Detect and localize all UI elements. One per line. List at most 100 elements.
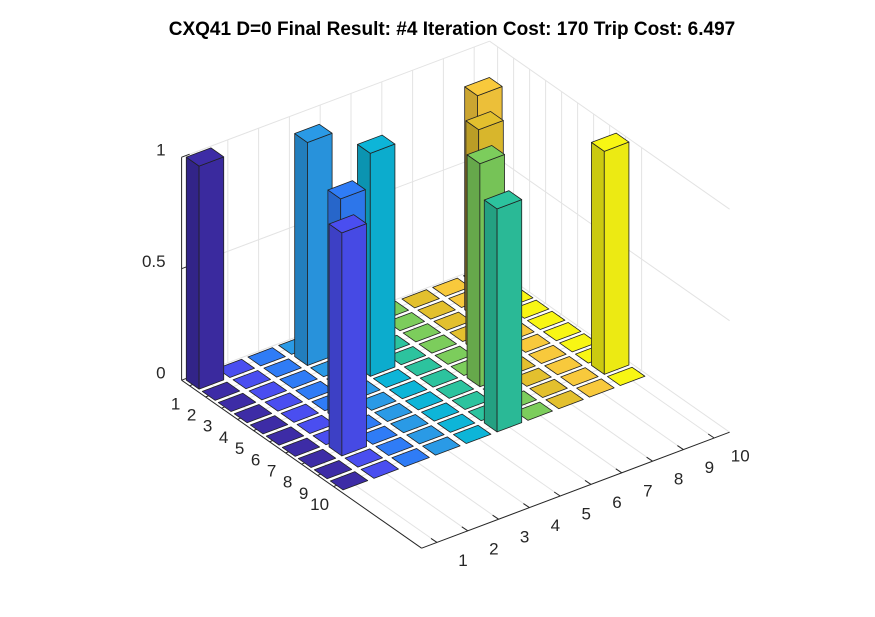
bar <box>375 436 414 456</box>
y-tick-label: 5 <box>235 439 244 458</box>
bar <box>373 368 412 388</box>
x-tick <box>615 468 623 474</box>
bar-top-face <box>313 460 353 480</box>
bar-top-face <box>328 214 367 234</box>
bar-top-face <box>247 347 286 367</box>
bar <box>185 147 225 390</box>
bar-front-face <box>603 141 630 375</box>
bar-left-face <box>185 156 200 390</box>
bar-top-face <box>373 368 412 388</box>
x-tick-label: 7 <box>643 481 652 500</box>
bar-left-face <box>294 133 308 366</box>
bar <box>591 132 630 375</box>
bar <box>419 368 459 388</box>
bar <box>329 471 369 491</box>
bar-top-face <box>465 111 504 131</box>
bar-top-face <box>576 378 615 398</box>
bar <box>403 357 443 377</box>
bar-front-face <box>198 156 225 390</box>
x-tick-label: 4 <box>551 516 560 535</box>
bar <box>417 300 456 320</box>
bar <box>294 123 333 366</box>
bar-top-face <box>437 413 476 433</box>
x-tick-label: 8 <box>674 470 683 489</box>
bar <box>360 459 399 479</box>
bar-top-face <box>391 448 430 468</box>
bar <box>514 401 553 421</box>
bar <box>418 334 457 354</box>
grid-line <box>181 40 490 158</box>
bar-top-face <box>527 310 566 330</box>
bar <box>389 380 428 400</box>
x-tick-label: 10 <box>731 446 750 465</box>
bar-top-face <box>560 367 599 387</box>
bar <box>421 402 460 422</box>
chart-title: CXQ41 D=0 Final Result: #4 Iteration Cos… <box>169 19 735 40</box>
bar-top-face <box>232 370 271 390</box>
bar <box>387 346 427 366</box>
bar-front-face <box>341 223 367 457</box>
bar <box>359 425 398 445</box>
bar-top-face <box>421 402 460 422</box>
bar <box>281 437 321 457</box>
bar <box>435 379 475 399</box>
bar <box>422 436 461 456</box>
bar <box>543 322 582 342</box>
x-tick-label: 1 <box>458 551 467 570</box>
bar <box>201 381 241 401</box>
bar-top-face <box>529 378 568 398</box>
bar-top-face <box>249 415 289 435</box>
bar <box>313 460 353 480</box>
bar-top-face <box>217 392 257 412</box>
bar-top-face <box>387 346 427 366</box>
z-tick <box>181 153 190 158</box>
bar <box>374 402 413 422</box>
y-tick-label: 6 <box>251 450 260 469</box>
x-tick <box>677 445 684 451</box>
bar-top-face <box>543 322 582 342</box>
bar <box>297 448 337 468</box>
bar <box>217 392 257 412</box>
bar-top-face <box>418 334 457 354</box>
bar <box>545 390 584 410</box>
x-tick-label: 5 <box>581 504 590 523</box>
bar <box>386 312 425 332</box>
z-tick-label: 0 <box>156 364 165 383</box>
bar-top-face <box>329 471 369 491</box>
bar-top-face <box>405 391 444 411</box>
bar-top-face <box>591 132 630 152</box>
bar-top-face <box>358 391 397 411</box>
bar-top-face <box>406 425 445 445</box>
bar <box>247 347 286 367</box>
x-tick <box>523 503 530 509</box>
bar <box>405 391 444 411</box>
bar-top-face <box>281 437 321 457</box>
bar <box>358 391 397 411</box>
bar <box>560 367 599 387</box>
bar-top-face <box>344 448 383 468</box>
bar <box>544 356 583 376</box>
bar-top-face <box>422 436 461 456</box>
bar <box>437 413 476 433</box>
y-tick-label: 8 <box>283 473 292 492</box>
bar-top-face <box>514 401 553 421</box>
y-tick-label: 7 <box>267 461 276 480</box>
bar <box>528 344 567 364</box>
bar-top-face <box>265 426 305 446</box>
bar-top-face <box>464 77 503 97</box>
z-tick-label: 0.5 <box>142 252 166 271</box>
bar-top-face <box>389 380 428 400</box>
x-tick <box>461 526 469 532</box>
bar-top-face <box>248 381 287 401</box>
x-tick-label: 9 <box>705 458 714 477</box>
bar-top-face <box>402 323 441 343</box>
bar-top-face <box>403 357 443 377</box>
bar <box>264 392 303 412</box>
y-tick-label: 1 <box>171 394 180 413</box>
bar-top-face <box>233 404 273 424</box>
y-tick-label: 9 <box>299 484 308 503</box>
bar <box>280 403 319 423</box>
bar <box>344 448 383 468</box>
